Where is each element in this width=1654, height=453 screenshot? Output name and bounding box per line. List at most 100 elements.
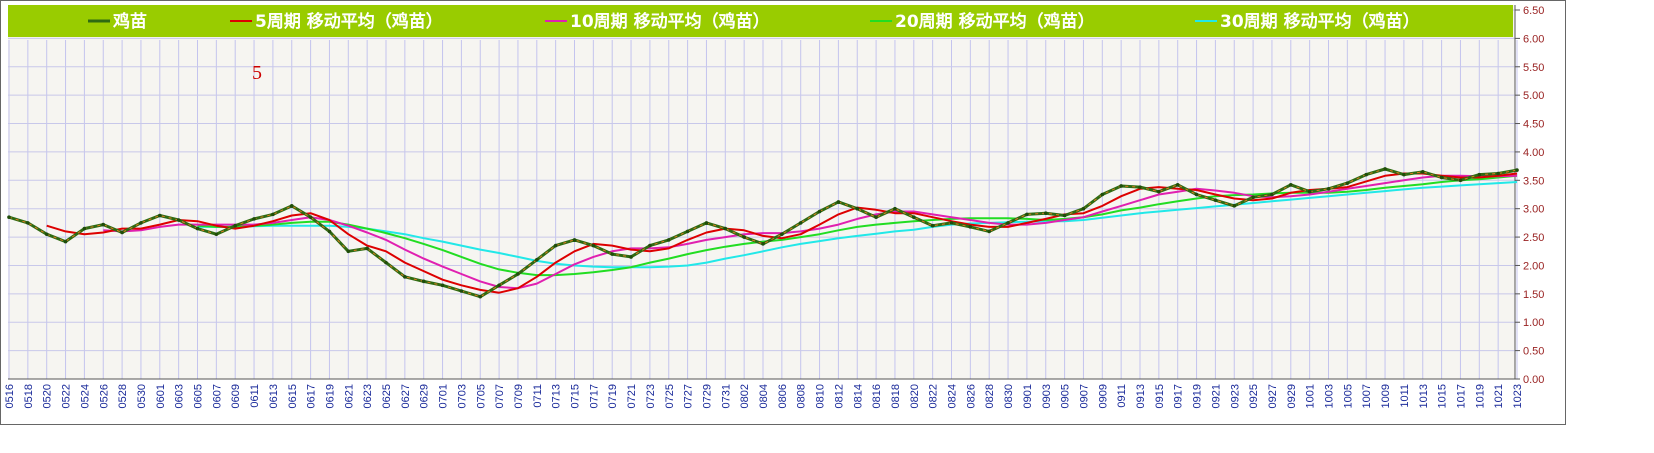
x-tick-label: 1011 [1399,384,1411,408]
x-tick-label: 0711 [532,384,544,408]
plot-area [8,5,1515,379]
point [1289,183,1293,187]
x-tick-label: 0901 [1022,384,1034,408]
x-tick-label: 0615 [287,384,299,408]
point [629,255,633,259]
x-tick-label: 0520 [42,384,54,408]
y-tick-label: 0.50 [1523,346,1544,358]
point [535,257,539,262]
point [1062,213,1067,218]
y-tick-label: 5.00 [1523,90,1544,102]
x-tick-label: 0721 [626,384,638,408]
point [1326,187,1331,191]
x-tick-label: 0723 [645,384,657,408]
point [685,229,690,234]
x-tick-label: 0605 [193,384,205,408]
x-tick-label: 0617 [306,384,318,408]
point [912,215,916,220]
x-tick-label: 0719 [607,384,619,408]
point [553,243,558,248]
point [346,249,351,254]
x-tick-label: 1017 [1455,384,1467,408]
x-tick-label: 0715 [570,384,582,408]
x-tick-label: 0929 [1286,384,1298,408]
point [384,260,388,265]
y-tick-label: 2.50 [1523,232,1544,244]
point [44,232,49,237]
x-tick-label: 0629 [419,384,431,408]
y-tick-label: 6.00 [1523,33,1544,45]
x-tick-label: 0609 [230,384,242,408]
point [704,221,709,225]
x-tick-label: 1013 [1418,384,1430,408]
point [1251,195,1255,200]
point [252,217,256,221]
x-tick-label: 0917 [1173,384,1185,408]
point [780,232,784,237]
y-tick-label: 4.00 [1523,147,1544,159]
point [1420,169,1425,174]
point [874,215,878,220]
x-tick-label: 0627 [400,384,412,408]
point [666,238,671,242]
legend-label: 20周期 移动平均（鸡苗） [895,11,1095,32]
point [1364,172,1368,177]
x-tick-label: 0822 [928,384,940,408]
x-tick-label: 0816 [871,384,883,408]
x-tick-label: 0613 [268,384,280,408]
x-tick-label: 1007 [1361,384,1373,408]
x-tick-label: 0911 [1116,384,1128,408]
x-tick-label: 0830 [1003,384,1015,408]
x-tick-label: 0903 [1041,384,1053,408]
point [101,222,106,227]
x-tick-label: 0717 [588,384,600,408]
y-tick-label: 3.00 [1523,204,1544,216]
x-tick-label: 0601 [155,384,167,408]
legend-label: 30周期 移动平均（鸡苗） [1220,11,1420,32]
point [1138,185,1142,189]
point [723,226,728,231]
point [214,232,219,237]
x-tick-label: 0905 [1060,384,1072,408]
point [1119,184,1123,188]
x-tick-label: 1021 [1493,384,1505,408]
y-tick-label: 1.50 [1523,289,1544,301]
point [1477,172,1482,177]
y-tick-label: 0.00 [1523,374,1544,386]
point [987,229,991,234]
point [1270,192,1274,197]
x-tick-label: 0828 [984,384,996,408]
x-tick-label: 0725 [664,384,676,408]
point [930,223,935,228]
x-tick-label: 0913 [1135,384,1147,408]
legend-label: 5周期 移动平均（鸡苗） [255,11,443,32]
point [176,218,181,222]
point [289,204,294,208]
point [7,215,11,220]
x-tick-label: 0814 [852,384,864,408]
point [365,246,369,251]
x-tick-label: 1009 [1380,384,1392,408]
point [1307,189,1312,194]
point [308,215,313,220]
point [855,206,860,211]
y-tick-label: 4.50 [1523,119,1544,131]
point [1458,178,1463,183]
x-tick-label: 0518 [23,384,35,408]
x-tick-label: 0923 [1229,384,1241,408]
point [158,213,162,218]
y-tick-label: 1.00 [1523,317,1544,329]
x-tick-label: 0709 [513,384,525,408]
x-tick-label: 1015 [1437,384,1449,408]
x-tick-label: 0625 [381,384,393,408]
point [63,239,68,244]
point [516,272,520,276]
point [195,226,200,231]
x-tick-label: 0804 [758,384,770,408]
point [1213,198,1218,202]
x-tick-label: 0808 [796,384,808,408]
point [327,229,332,234]
point [478,294,483,299]
x-tick-label: 0729 [701,384,713,408]
point [421,279,426,284]
